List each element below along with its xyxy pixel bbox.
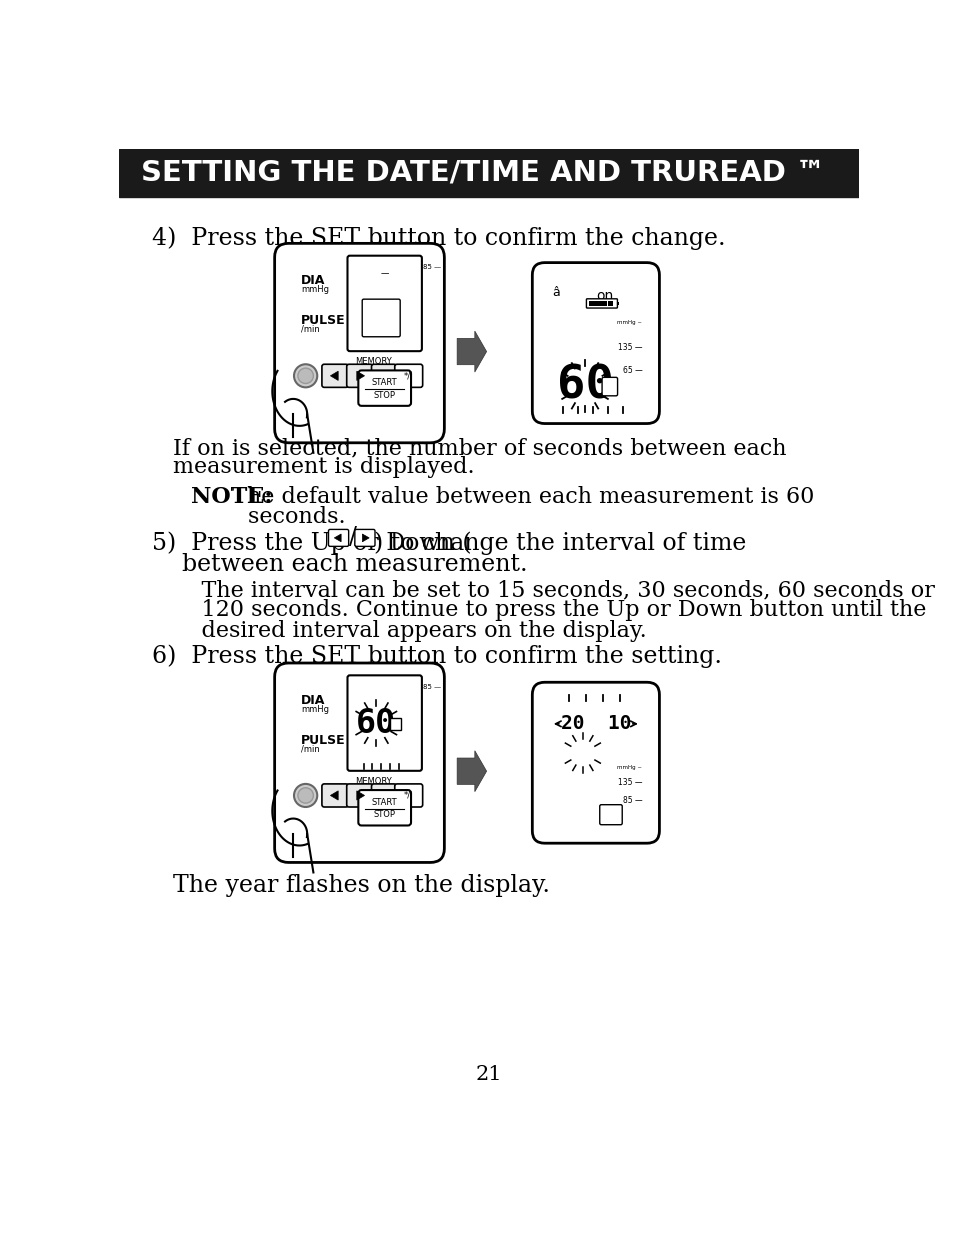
Text: 21: 21 <box>476 1064 501 1084</box>
Polygon shape <box>330 791 337 800</box>
FancyBboxPatch shape <box>346 784 373 807</box>
Text: 4)  Press the SET button to confirm the change.: 4) Press the SET button to confirm the c… <box>152 226 724 250</box>
Text: The interval can be set to 15 seconds, 30 seconds, 60 seconds or: The interval can be set to 15 seconds, 3… <box>173 580 934 601</box>
Text: STOP: STOP <box>374 810 395 820</box>
Text: 135 —: 135 — <box>618 777 641 787</box>
Text: If on is selected, the number of seconds between each: If on is selected, the number of seconds… <box>173 437 786 460</box>
Text: START: START <box>372 797 397 807</box>
Polygon shape <box>356 371 364 380</box>
Text: STOP: STOP <box>374 390 395 400</box>
Polygon shape <box>330 371 337 380</box>
Bar <box>390 718 400 730</box>
FancyBboxPatch shape <box>371 364 395 388</box>
FancyBboxPatch shape <box>395 784 422 807</box>
Text: 85 —: 85 — <box>622 796 641 805</box>
Text: NOTE:: NOTE: <box>191 486 272 508</box>
Polygon shape <box>362 534 369 542</box>
FancyBboxPatch shape <box>362 299 399 337</box>
FancyBboxPatch shape <box>355 529 375 546</box>
Text: 60: 60 <box>556 364 613 409</box>
Text: SETTING THE DATE/TIME AND TRUREAD ™: SETTING THE DATE/TIME AND TRUREAD ™ <box>141 159 824 186</box>
Polygon shape <box>456 332 486 373</box>
Text: 120 seconds. Continue to press the Up or Down button until the: 120 seconds. Continue to press the Up or… <box>173 600 926 621</box>
Text: seconds.: seconds. <box>191 505 345 528</box>
Bar <box>607 301 613 306</box>
Bar <box>595 301 600 306</box>
Text: â: â <box>552 286 559 299</box>
Text: on: on <box>596 289 613 303</box>
Polygon shape <box>456 750 486 791</box>
Text: 60: 60 <box>355 707 396 739</box>
FancyBboxPatch shape <box>321 784 348 807</box>
Circle shape <box>297 368 313 384</box>
Text: MEMORY: MEMORY <box>355 777 392 786</box>
Text: PULSE: PULSE <box>301 734 345 746</box>
FancyBboxPatch shape <box>601 378 617 396</box>
Text: 6)  Press the SET button to confirm the setting.: 6) Press the SET button to confirm the s… <box>152 645 721 668</box>
Text: 135 —: 135 — <box>618 343 641 351</box>
Circle shape <box>297 787 313 804</box>
Text: mmHg: mmHg <box>301 704 329 714</box>
Text: MEMORY: MEMORY <box>355 358 392 366</box>
FancyBboxPatch shape <box>532 262 659 424</box>
FancyBboxPatch shape <box>532 682 659 843</box>
FancyBboxPatch shape <box>599 805 621 825</box>
Text: DIA: DIA <box>301 694 325 707</box>
Polygon shape <box>356 791 364 800</box>
Circle shape <box>294 784 317 807</box>
Text: 5)  Press the Up or Down (: 5) Press the Up or Down ( <box>152 532 471 555</box>
FancyBboxPatch shape <box>358 370 411 406</box>
Text: The year flashes on the display.: The year flashes on the display. <box>173 874 550 898</box>
FancyBboxPatch shape <box>347 256 421 351</box>
Text: DIA: DIA <box>301 274 325 287</box>
FancyBboxPatch shape <box>586 299 617 308</box>
FancyBboxPatch shape <box>346 364 373 388</box>
FancyBboxPatch shape <box>358 790 411 826</box>
Text: 85 —: 85 — <box>422 265 440 271</box>
Text: 85 —: 85 — <box>422 684 440 689</box>
Text: */:: */: <box>403 371 414 380</box>
Text: between each measurement.: between each measurement. <box>152 553 527 576</box>
Text: START: START <box>372 379 397 388</box>
Text: ) to change the interval of time: ) to change the interval of time <box>374 532 746 555</box>
Text: mmHg ~: mmHg ~ <box>617 765 641 770</box>
Text: desired interval appears on the display.: desired interval appears on the display. <box>173 620 646 642</box>
FancyBboxPatch shape <box>328 529 348 546</box>
Bar <box>119 149 858 196</box>
Text: 20  10: 20 10 <box>560 714 631 733</box>
Bar <box>600 301 606 306</box>
FancyBboxPatch shape <box>371 784 395 807</box>
Text: /min: /min <box>301 745 319 754</box>
FancyBboxPatch shape <box>347 676 421 771</box>
FancyBboxPatch shape <box>274 663 444 862</box>
FancyBboxPatch shape <box>395 364 422 388</box>
Polygon shape <box>334 534 341 542</box>
Bar <box>588 301 594 306</box>
Text: /min: /min <box>301 325 319 334</box>
Text: measurement is displayed.: measurement is displayed. <box>173 456 475 478</box>
FancyBboxPatch shape <box>321 364 348 388</box>
Text: The default value between each measurement is 60: The default value between each measureme… <box>224 486 813 508</box>
Circle shape <box>294 364 317 388</box>
Text: PULSE: PULSE <box>301 314 345 327</box>
Text: */:: */: <box>403 791 414 800</box>
Text: 65 —: 65 — <box>622 366 641 375</box>
Text: mmHg ~: mmHg ~ <box>617 319 641 324</box>
Bar <box>616 302 618 306</box>
Text: /: / <box>349 527 357 549</box>
Text: —: — <box>380 270 389 278</box>
FancyBboxPatch shape <box>274 243 444 443</box>
Text: mmHg: mmHg <box>301 284 329 294</box>
